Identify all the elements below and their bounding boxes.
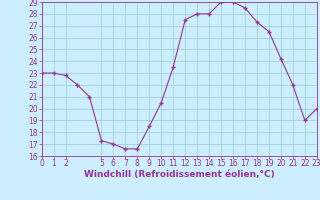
X-axis label: Windchill (Refroidissement éolien,°C): Windchill (Refroidissement éolien,°C) (84, 170, 275, 179)
